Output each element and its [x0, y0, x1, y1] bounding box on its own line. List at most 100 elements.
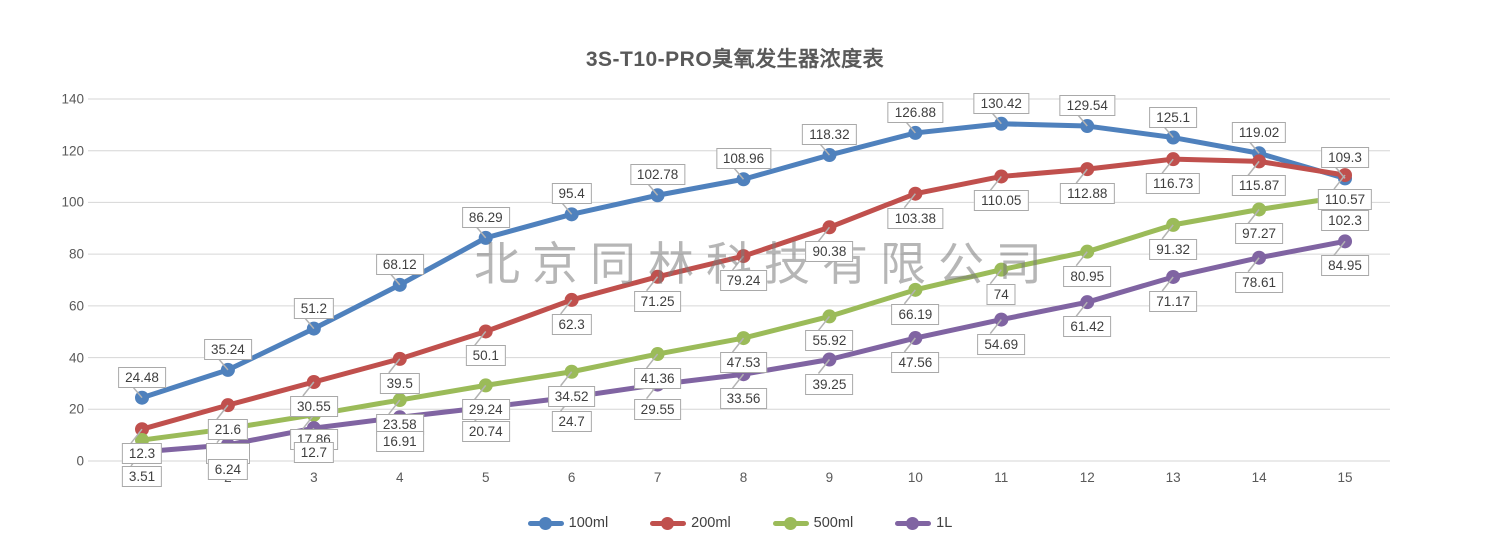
label-callout-line: [817, 226, 831, 242]
y-axis-tick-label: 80: [68, 246, 84, 262]
data-label-1L: 6.24: [207, 458, 249, 480]
data-label-200ml: 71.25: [633, 290, 682, 312]
legend-item-1L: 1L: [895, 515, 952, 531]
data-label-200ml: 115.87: [1231, 175, 1287, 197]
data-label-1L: 61.42: [1063, 316, 1112, 338]
label-callout-line: [731, 337, 745, 353]
data-label-1L: 47.56: [891, 352, 940, 374]
data-label-200ml: 50.1: [465, 345, 506, 367]
legend-label: 200ml: [691, 515, 731, 531]
data-label-200ml: 79.24: [719, 270, 768, 292]
data-label-1L: 3.51: [121, 465, 163, 487]
data-label-100ml: 24.48: [118, 366, 166, 388]
label-callout-line: [1247, 257, 1260, 273]
label-callout-line: [1161, 158, 1174, 174]
data-label-1L: 24.7: [551, 411, 592, 433]
label-callout-line: [817, 315, 831, 331]
legend-label: 1L: [936, 515, 953, 531]
data-label-100ml: 102.78: [629, 164, 686, 186]
legend-item-100ml: 100ml: [527, 515, 608, 531]
data-label-100ml: 130.42: [973, 92, 1029, 114]
data-label-1L: 29.55: [633, 398, 682, 420]
x-axis-tick-label: 3: [310, 470, 318, 485]
legend-label: 500ml: [813, 515, 854, 531]
data-label-200ml: 62.3: [551, 313, 592, 335]
data-label-100ml: 118.32: [802, 124, 857, 146]
label-callout-line: [731, 255, 745, 271]
label-callout-line: [474, 384, 487, 400]
legend: 100ml 200ml 500ml 1L: [0, 509, 1480, 537]
y-axis-tick-label: 100: [61, 194, 84, 210]
legend-line-marker-icon: [527, 516, 564, 530]
label-callout-line: [388, 358, 401, 374]
data-label-500ml: 80.95: [1063, 265, 1112, 287]
data-label-1L: 20.74: [461, 421, 510, 443]
data-label-100ml: 68.12: [375, 253, 424, 275]
data-label-200ml: 90.38: [805, 241, 854, 263]
data-label-100ml: 51.2: [293, 297, 334, 319]
label-callout-line: [989, 269, 1002, 285]
data-label-200ml: 110.05: [974, 190, 1029, 212]
label-callout-line: [903, 289, 916, 305]
data-label-200ml: 12.3: [121, 443, 163, 465]
data-label-100ml: 129.54: [1059, 95, 1115, 117]
data-label-1L: 16.91: [375, 431, 424, 453]
x-axis-tick-label: 8: [739, 470, 748, 485]
label-callout-line: [560, 371, 573, 387]
data-label-500ml: 66.19: [891, 303, 940, 325]
data-label-200ml: 103.38: [887, 207, 944, 229]
data-label-100ml: 125.1: [1149, 106, 1198, 128]
data-label-200ml: 30.55: [289, 396, 338, 417]
x-axis-tick-label: 9: [825, 470, 834, 485]
data-label-100ml: 95.4: [551, 183, 592, 205]
data-label-500ml: 23.58: [375, 414, 424, 436]
x-axis-tick-label: 14: [1251, 470, 1267, 485]
data-label-500ml: 91.32: [1149, 238, 1198, 260]
data-label-100ml: 126.88: [887, 101, 944, 123]
data-label-500ml: 29.24: [461, 399, 510, 421]
data-label-500ml: 41.36: [633, 368, 682, 390]
data-label-500ml: 97.27: [1235, 223, 1283, 245]
data-label-1L: 33.56: [719, 388, 768, 410]
label-callout-line: [989, 175, 1002, 191]
label-callout-line: [1161, 276, 1174, 292]
label-callout-line: [1075, 168, 1088, 184]
data-label-1L: 78.61: [1235, 271, 1283, 293]
legend-item-200ml: 200ml: [650, 515, 731, 531]
y-axis-tick-label: 140: [61, 91, 84, 107]
x-axis-tick-label: 6: [567, 470, 576, 485]
data-label-500ml: 55.92: [805, 330, 854, 352]
data-label-200ml: 112.88: [1060, 183, 1115, 205]
y-axis-tick-label: 120: [61, 143, 84, 159]
data-label-100ml: 108.96: [715, 148, 772, 170]
label-callout-line: [474, 330, 487, 346]
label-callout-line: [731, 373, 745, 389]
label-callout-line: [903, 337, 916, 353]
data-label-200ml: 110.57: [1317, 189, 1373, 211]
label-callout-line: [1247, 209, 1260, 224]
data-label-100ml: 109.3: [1321, 147, 1369, 169]
label-callout-line: [302, 381, 315, 397]
data-label-1L: 39.25: [805, 373, 854, 395]
y-axis-tick-label: 40: [68, 350, 84, 366]
data-label-200ml: 21.6: [207, 419, 249, 441]
data-label-1L: 12.7: [293, 442, 334, 464]
y-axis-tick-label: 20: [68, 401, 84, 417]
label-callout-line: [1333, 240, 1346, 256]
data-label-1L: 71.17: [1149, 290, 1198, 312]
x-axis-tick-label: 11: [994, 470, 1009, 485]
label-callout-line: [388, 399, 401, 415]
data-label-500ml: 34.52: [547, 385, 596, 407]
legend-dot-icon: [661, 516, 675, 530]
x-axis-tick-label: 15: [1337, 470, 1353, 485]
x-axis-tick-label: 5: [481, 470, 490, 485]
label-callout-line: [130, 428, 143, 444]
data-label-100ml: 35.24: [204, 338, 252, 360]
chart-title: 3S-T10-PRO臭氧发生器浓度表: [585, 48, 885, 71]
label-callout-line: [1247, 160, 1260, 176]
x-axis-tick-label: 12: [1079, 470, 1095, 485]
data-label-100ml: 119.02: [1231, 122, 1287, 144]
legend-item-500ml: 500ml: [772, 515, 854, 531]
